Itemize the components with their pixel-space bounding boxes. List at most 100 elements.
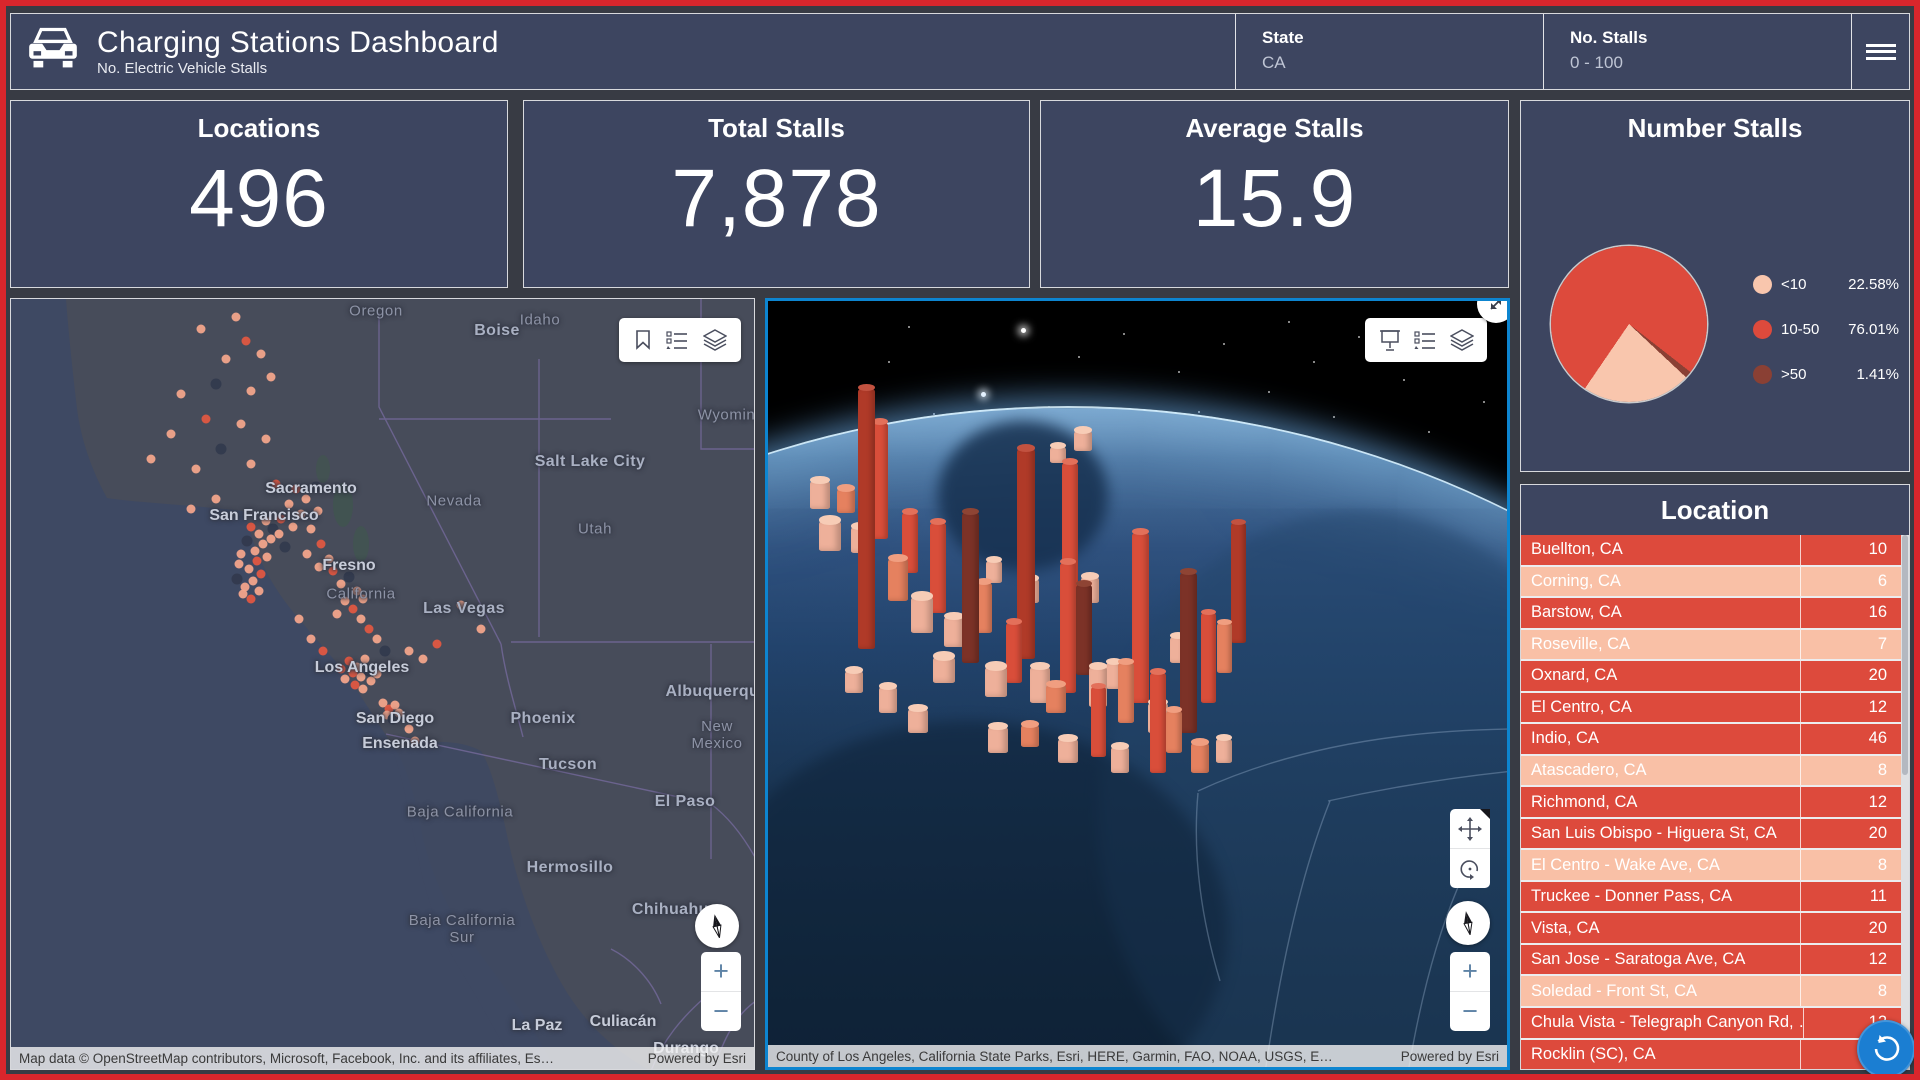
location-row[interactable]: Barstow, CA 16: [1521, 598, 1901, 628]
station-3d-bar[interactable]: [857, 384, 875, 649]
charging-station-dot[interactable]: [340, 596, 350, 606]
charging-station-dot[interactable]: [390, 700, 400, 710]
charging-station-dot[interactable]: [352, 662, 362, 672]
charging-station-dot[interactable]: [432, 639, 442, 649]
scene-3d[interactable]: + − County of Los Angeles, California St…: [765, 298, 1510, 1070]
charging-station-dot[interactable]: [418, 654, 428, 664]
station-3d-bar[interactable]: [1017, 444, 1035, 659]
legend-item[interactable]: 10-50 76.01%: [1753, 314, 1899, 344]
charging-station-dot[interactable]: [211, 494, 221, 504]
powered-by-esri[interactable]: Powered by Esri: [1400, 1048, 1499, 1064]
charging-station-dot[interactable]: [301, 494, 311, 504]
bookmark-icon[interactable]: [634, 330, 652, 350]
station-3d-bar[interactable]: [911, 591, 933, 633]
charging-station-dot[interactable]: [404, 724, 414, 734]
charging-station-dot[interactable]: [284, 499, 294, 509]
charging-station-dot[interactable]: [246, 386, 256, 396]
charging-station-dot[interactable]: [215, 443, 227, 455]
station-3d-bar[interactable]: [908, 703, 928, 733]
charging-station-dot[interactable]: [241, 535, 253, 547]
charging-station-dot[interactable]: [356, 672, 366, 682]
station-3d-bar[interactable]: [1074, 426, 1092, 451]
charging-station-dot[interactable]: [246, 594, 256, 604]
charging-station-dot[interactable]: [244, 564, 254, 574]
station-3d-bar[interactable]: [1046, 679, 1066, 713]
location-row[interactable]: Richmond, CA 12: [1521, 787, 1901, 817]
zoom-in-button[interactable]: +: [1450, 952, 1490, 991]
station-3d-bar[interactable]: [1090, 682, 1106, 757]
charging-station-dot[interactable]: [382, 710, 392, 720]
charging-station-dot[interactable]: [248, 576, 258, 586]
station-3d-bar[interactable]: [1118, 658, 1134, 723]
location-row[interactable]: Roseville, CA 7: [1521, 629, 1901, 660]
location-row[interactable]: Truckee - Donner Pass, CA 11: [1521, 881, 1901, 912]
charging-station-dot[interactable]: [294, 614, 304, 624]
station-3d-bar[interactable]: [1021, 720, 1039, 747]
charging-station-dot[interactable]: [166, 429, 176, 439]
charging-station-dot[interactable]: [350, 680, 360, 690]
charging-station-dot[interactable]: [262, 552, 272, 562]
station-3d-bar[interactable]: [1216, 618, 1232, 673]
rotate-button[interactable]: [1450, 848, 1490, 888]
charging-station-dot[interactable]: [344, 656, 354, 666]
compass-icon[interactable]: [695, 904, 739, 948]
charging-station-dot[interactable]: [358, 594, 368, 604]
station-3d-bar[interactable]: [1150, 668, 1166, 773]
charging-station-dot[interactable]: [324, 554, 334, 564]
charging-station-dot[interactable]: [288, 522, 298, 532]
station-3d-bar[interactable]: [1216, 734, 1232, 763]
station-3d-bar[interactable]: [810, 475, 830, 509]
station-3d-bar[interactable]: [933, 651, 955, 683]
charging-station-dot[interactable]: [196, 324, 206, 334]
station-3d-bar[interactable]: [944, 611, 964, 647]
charging-station-dot[interactable]: [201, 414, 211, 424]
slides-icon[interactable]: [1379, 329, 1401, 351]
location-row[interactable]: Oxnard, CA 20: [1521, 661, 1901, 691]
charging-station-dot[interactable]: [372, 634, 382, 644]
location-row[interactable]: El Centro - Wake Ave, CA 8: [1521, 850, 1901, 880]
charging-station-dot[interactable]: [266, 534, 276, 544]
charging-station-dot[interactable]: [246, 522, 256, 532]
pie-chart[interactable]: [1551, 246, 1707, 402]
charging-station-dot[interactable]: [363, 665, 375, 677]
legend-item[interactable]: >50 1.41%: [1753, 359, 1899, 389]
charging-station-dot[interactable]: [250, 546, 260, 556]
charging-station-dot[interactable]: [274, 529, 284, 539]
charging-station-dot[interactable]: [310, 481, 322, 493]
location-row[interactable]: Rocklin (SC), CA: [1521, 1039, 1901, 1070]
station-3d-bar[interactable]: [930, 518, 946, 613]
charging-station-dot[interactable]: [404, 646, 414, 656]
charging-station-dot[interactable]: [360, 654, 370, 664]
charging-station-dot[interactable]: [241, 336, 251, 346]
legend-item[interactable]: <10 22.58%: [1753, 269, 1899, 299]
location-row[interactable]: Chula Vista - Telegraph Canyon Rd, …12: [1521, 1007, 1901, 1038]
charging-station-dot[interactable]: [348, 668, 358, 678]
charging-station-dot[interactable]: [364, 624, 374, 634]
location-row[interactable]: Corning, CA 6: [1521, 566, 1901, 597]
charging-station-dot[interactable]: [252, 556, 262, 566]
charging-station-dot[interactable]: [254, 586, 264, 596]
charging-station-dot[interactable]: [302, 549, 312, 559]
location-row[interactable]: San Luis Obispo - Higuera St, CA 20: [1521, 818, 1901, 849]
station-3d-bar[interactable]: [1006, 618, 1022, 683]
charging-station-dot[interactable]: [256, 569, 266, 579]
station-3d-bar[interactable]: [1111, 742, 1129, 773]
location-row[interactable]: Atascadero, CA 8: [1521, 755, 1901, 786]
station-3d-bar[interactable]: [1060, 558, 1076, 693]
location-row[interactable]: Soledad - Front St, CA 8: [1521, 976, 1901, 1006]
charging-station-dot[interactable]: [146, 454, 156, 464]
location-row[interactable]: El Centro, CA 12: [1521, 692, 1901, 723]
charging-station-dot[interactable]: [236, 419, 246, 429]
charging-station-dot[interactable]: [336, 579, 346, 589]
powered-by-esri[interactable]: Powered by Esri: [647, 1050, 746, 1066]
zoom-in-button[interactable]: +: [701, 952, 741, 991]
station-3d-bar[interactable]: [1058, 733, 1078, 763]
charging-station-dot[interactable]: [358, 684, 368, 694]
charging-station-dot[interactable]: [210, 378, 222, 390]
station-3d-bar[interactable]: [1050, 442, 1066, 463]
charging-station-dot[interactable]: [456, 600, 466, 610]
charging-station-dot[interactable]: [379, 645, 391, 657]
charging-station-dot[interactable]: [313, 506, 323, 516]
legend-icon[interactable]: [666, 330, 688, 350]
charging-station-dot[interactable]: [271, 479, 281, 489]
